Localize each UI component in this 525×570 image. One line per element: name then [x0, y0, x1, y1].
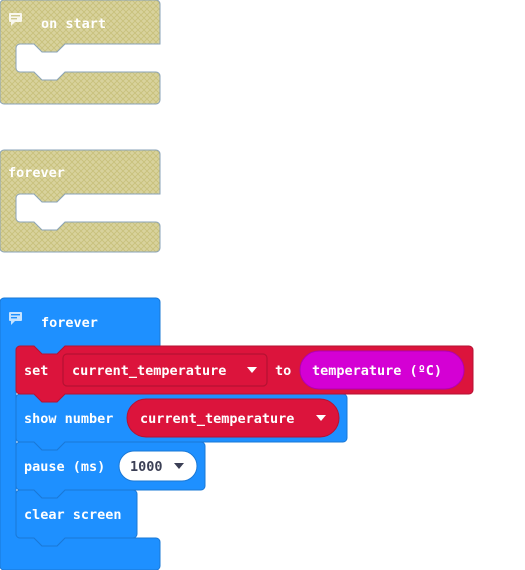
dropdown-arrow-icon [174, 463, 184, 469]
set-variable-dropdown[interactable]: current_temperature [62, 353, 268, 387]
forever-disabled-label: forever [8, 165, 65, 181]
pause-label: pause (ms) [24, 459, 105, 475]
pause-duration-dropdown[interactable]: 1000 [118, 450, 198, 482]
temperature-reporter[interactable]: temperature (ºC) [299, 350, 465, 390]
temperature-label: temperature (ºC) [312, 363, 442, 379]
dropdown-arrow-icon [247, 367, 257, 373]
show-number-label: show number [24, 411, 113, 427]
set-label: set [24, 363, 48, 379]
clear-screen-block[interactable]: clear screen [15, 489, 138, 547]
forever-disabled-block[interactable]: forever [0, 149, 161, 253]
to-label: to [275, 363, 291, 379]
dropdown-arrow-icon [316, 415, 326, 421]
set-variable-block[interactable]: set current_temperature to temperature (… [15, 345, 474, 403]
comment-icon[interactable] [9, 13, 22, 26]
forever-label: forever [41, 315, 98, 331]
show-number-block[interactable]: show number current_temperature [15, 393, 348, 451]
show-number-variable-name: current_temperature [140, 411, 294, 427]
pause-duration-value: 1000 [130, 459, 163, 475]
pause-block[interactable]: pause (ms) 1000 [15, 441, 206, 499]
clear-screen-label: clear screen [24, 507, 122, 523]
set-variable-name: current_temperature [72, 363, 226, 379]
show-number-variable-dropdown[interactable]: current_temperature [126, 398, 340, 438]
on-start-block[interactable]: on start [0, 0, 161, 105]
on-start-label: on start [41, 16, 106, 32]
comment-icon[interactable] [9, 312, 22, 325]
